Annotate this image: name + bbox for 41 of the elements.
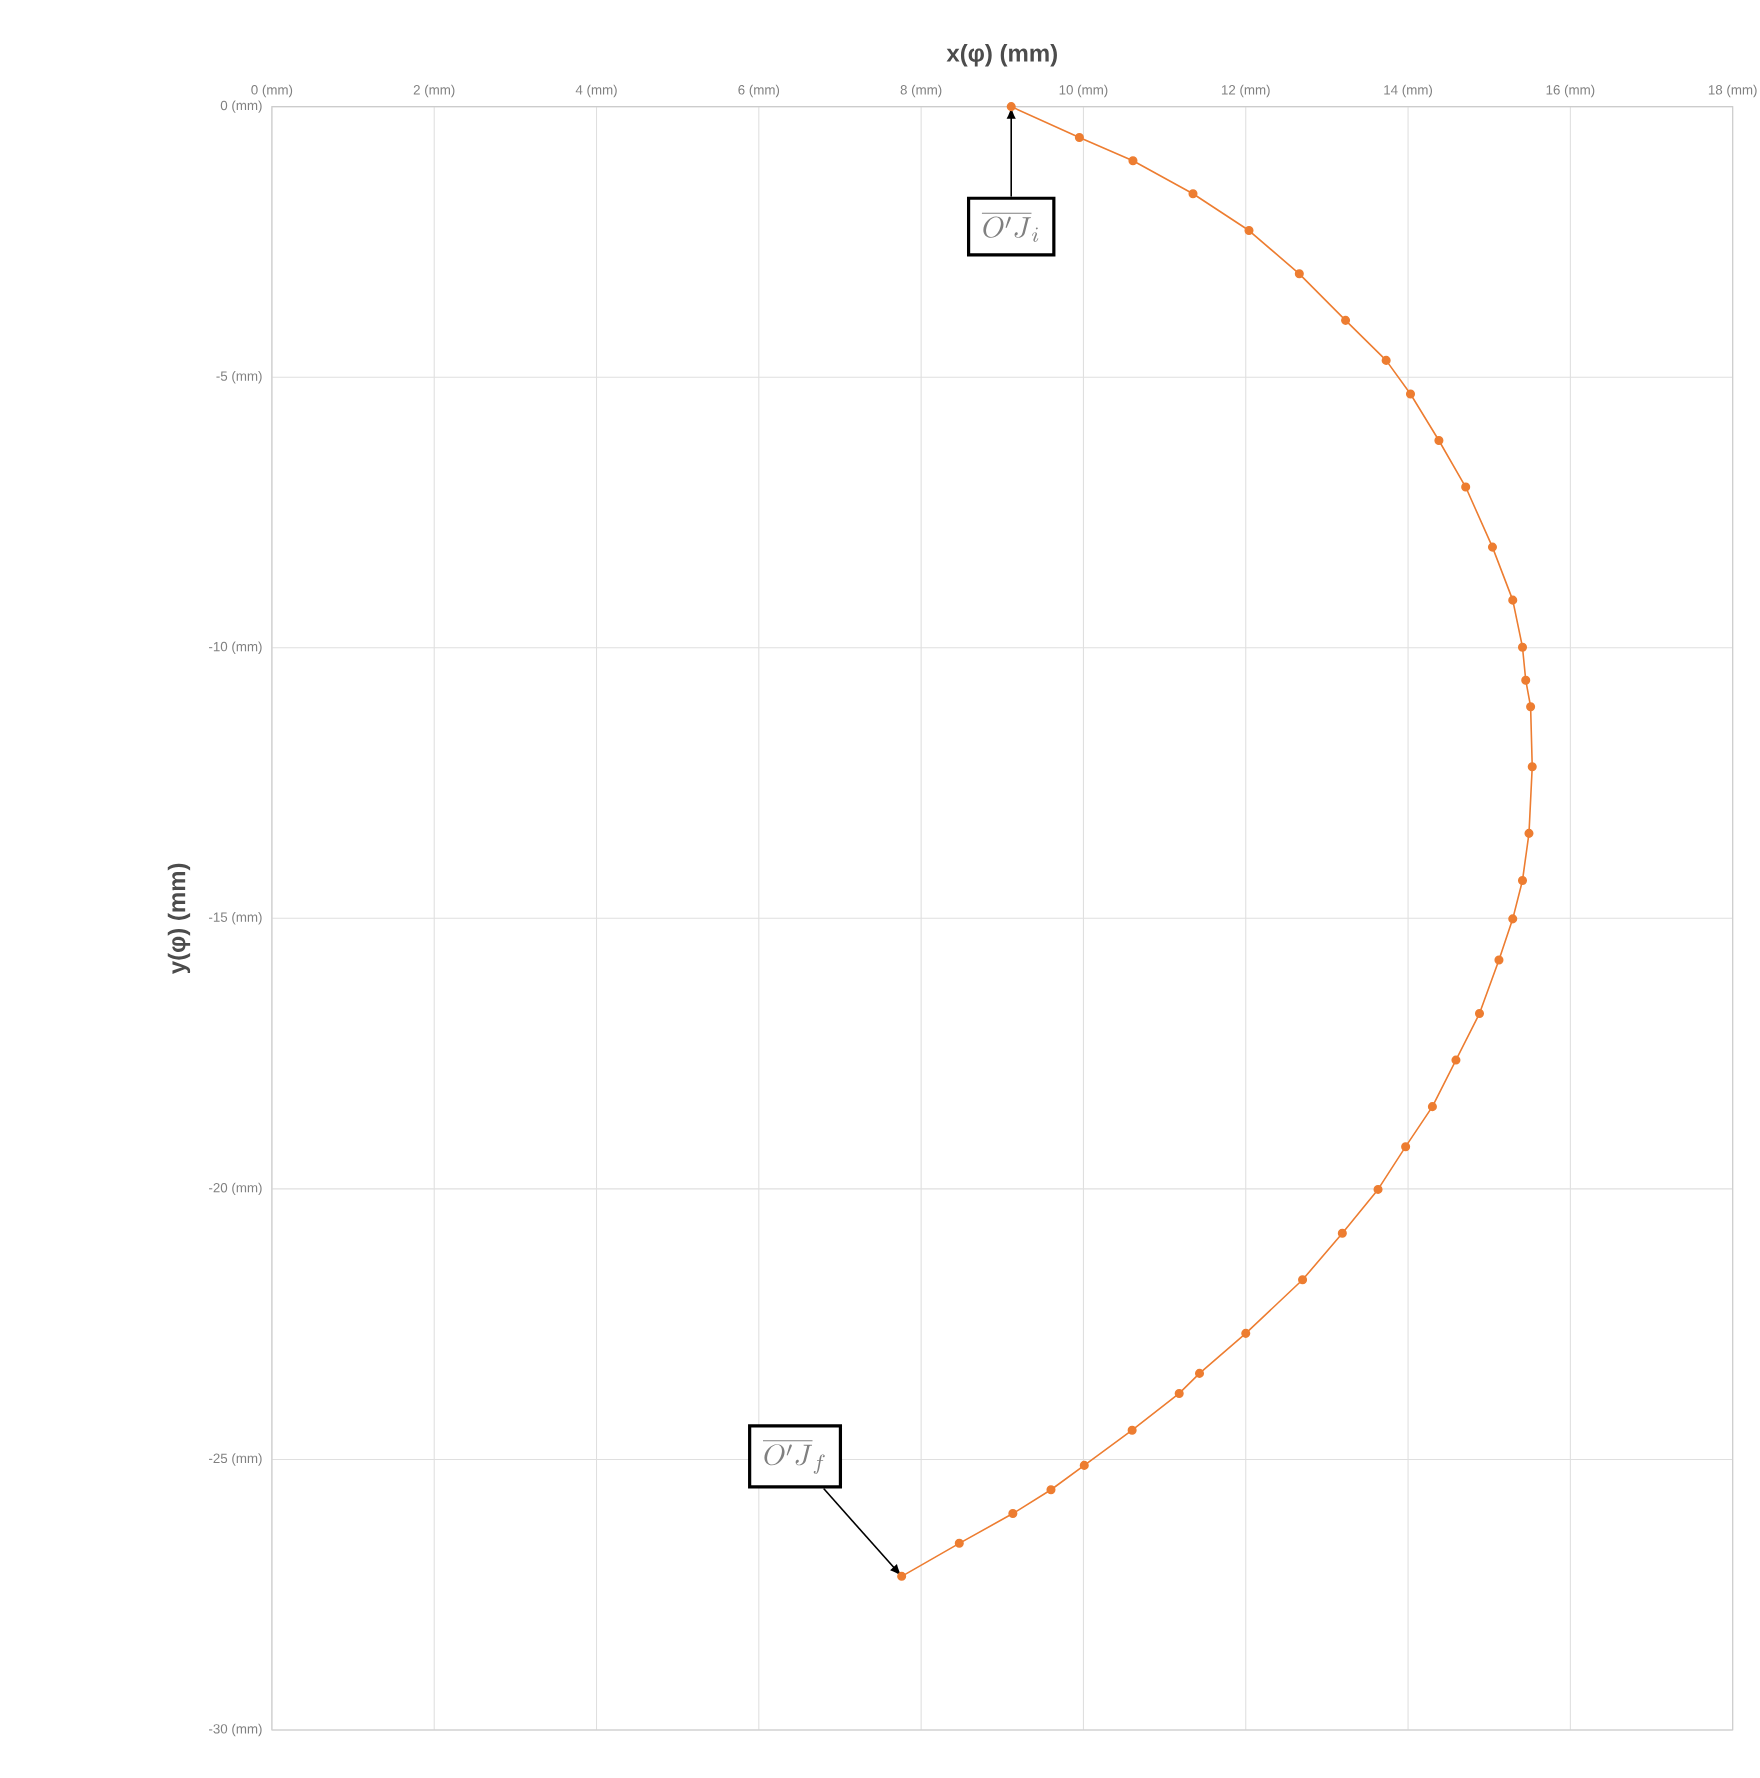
annotation: $\overline{O'J}_f$ (763, 1440, 826, 1474)
annotation: $\overline{O'J}_i$ (982, 213, 1039, 242)
point (1195, 1368, 1205, 1378)
point (1075, 132, 1085, 142)
point (1007, 102, 1017, 112)
point (1341, 315, 1351, 325)
point (1295, 269, 1305, 279)
point (897, 1571, 907, 1581)
point (1461, 482, 1471, 492)
point (1128, 156, 1138, 166)
point (1127, 1425, 1138, 1435)
point (1401, 1142, 1411, 1152)
point (1528, 762, 1538, 772)
point (1475, 1009, 1485, 1019)
point (1298, 1275, 1308, 1285)
point (1241, 1328, 1251, 1338)
point (1406, 389, 1416, 399)
point (1524, 828, 1534, 838)
point (1175, 1388, 1185, 1398)
point (1338, 1228, 1348, 1238)
point (1526, 702, 1536, 712)
point (1373, 1184, 1383, 1194)
point (1518, 875, 1528, 885)
point (1244, 226, 1254, 236)
point (955, 1538, 965, 1548)
point (1488, 542, 1498, 552)
point (1451, 1055, 1461, 1065)
point (1434, 435, 1444, 446)
point (1521, 675, 1531, 685)
point (1518, 642, 1528, 652)
point (1046, 1485, 1056, 1495)
y-axis-title: y(φ) (mm) (168, 863, 191, 975)
point (1080, 1460, 1090, 1470)
point (1428, 1102, 1438, 1112)
point (1494, 955, 1504, 965)
x-axis-title: x(φ) (mm) (946, 44, 1058, 67)
point (1381, 355, 1392, 365)
point (1508, 914, 1518, 924)
point (1188, 189, 1198, 199)
point (1008, 1509, 1018, 1519)
point (1508, 595, 1518, 605)
